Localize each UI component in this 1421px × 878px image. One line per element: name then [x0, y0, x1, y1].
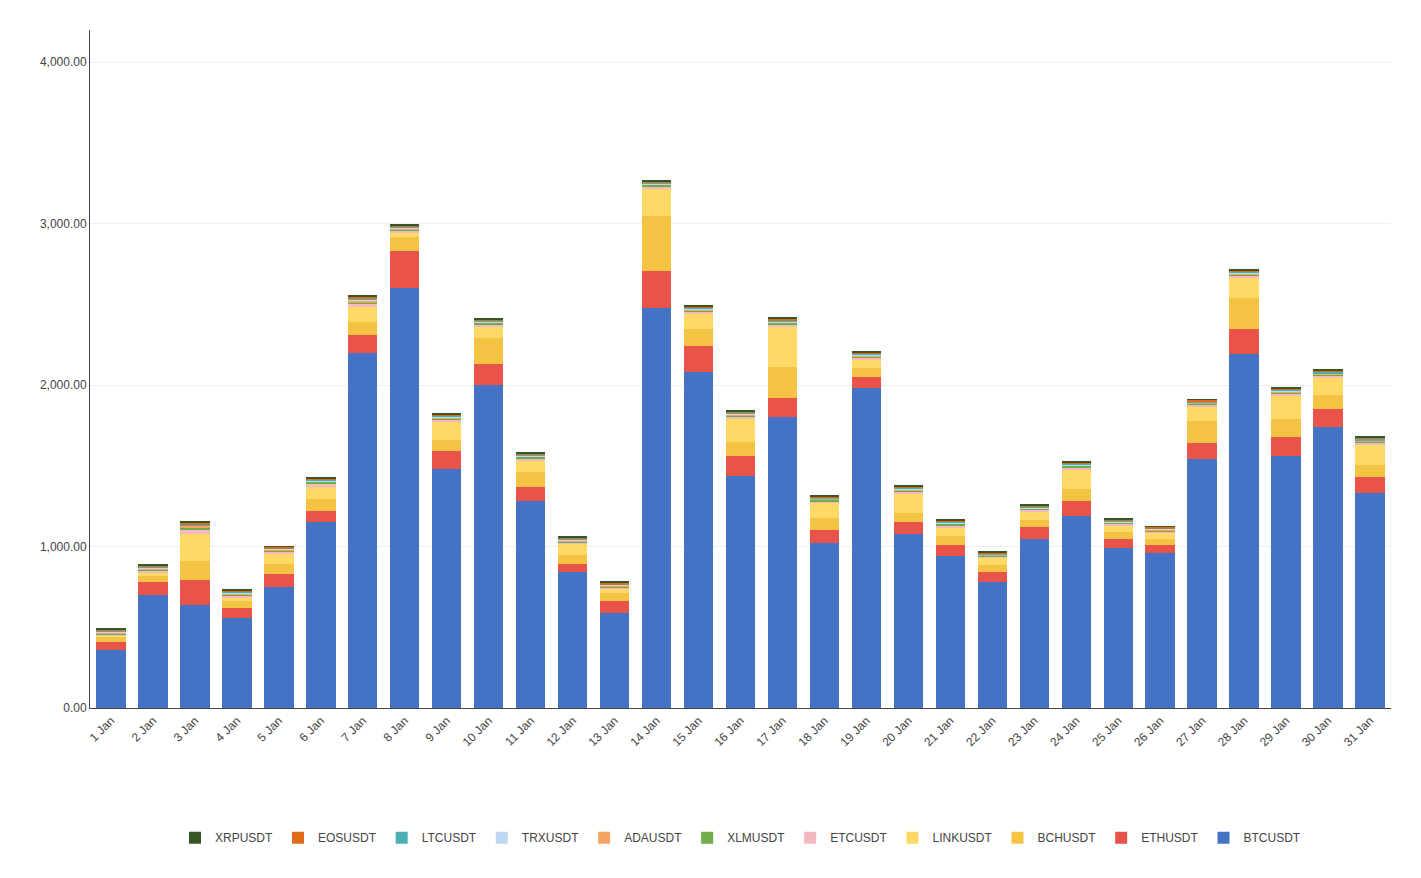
- svg-text:LINKUSDT: LINKUSDT: [932, 831, 992, 845]
- svg-text:14 Jan: 14 Jan: [628, 714, 663, 749]
- svg-text:ETHUSDT: ETHUSDT: [1141, 831, 1198, 845]
- svg-text:31 Jan: 31 Jan: [1341, 714, 1376, 749]
- svg-text:10 Jan: 10 Jan: [460, 714, 495, 749]
- svg-text:ETCUSDT: ETCUSDT: [830, 831, 887, 845]
- svg-text:13 Jan: 13 Jan: [586, 714, 621, 749]
- svg-text:EOSUSDT: EOSUSDT: [318, 831, 377, 845]
- svg-text:26 Jan: 26 Jan: [1131, 714, 1166, 749]
- svg-text:27 Jan: 27 Jan: [1173, 714, 1208, 749]
- svg-text:ADAUSDT: ADAUSDT: [624, 831, 682, 845]
- svg-text:30 Jan: 30 Jan: [1299, 714, 1334, 749]
- svg-text:3,000.00: 3,000.00: [40, 217, 87, 231]
- svg-text:21 Jan: 21 Jan: [921, 714, 956, 749]
- svg-text:XRPUSDT: XRPUSDT: [215, 831, 273, 845]
- svg-text:0.00: 0.00: [63, 701, 87, 715]
- svg-text:25 Jan: 25 Jan: [1089, 714, 1124, 749]
- svg-text:XLMUSDT: XLMUSDT: [727, 831, 785, 845]
- svg-text:BCHUSDT: BCHUSDT: [1038, 831, 1097, 845]
- svg-text:11 Jan: 11 Jan: [502, 714, 537, 749]
- svg-text:3 Jan: 3 Jan: [171, 714, 202, 745]
- svg-text:6 Jan: 6 Jan: [297, 714, 328, 745]
- svg-text:5 Jan: 5 Jan: [255, 714, 286, 745]
- svg-text:9 Jan: 9 Jan: [422, 714, 453, 745]
- svg-text:LTCUSDT: LTCUSDT: [422, 831, 477, 845]
- svg-text:BTCUSDT: BTCUSDT: [1244, 831, 1301, 845]
- svg-text:18 Jan: 18 Jan: [795, 714, 830, 749]
- svg-text:1,000.00: 1,000.00: [40, 540, 87, 554]
- svg-text:20 Jan: 20 Jan: [879, 714, 914, 749]
- svg-text:12 Jan: 12 Jan: [544, 714, 579, 749]
- svg-text:8 Jan: 8 Jan: [380, 714, 411, 745]
- svg-text:23 Jan: 23 Jan: [1005, 714, 1040, 749]
- svg-text:2 Jan: 2 Jan: [129, 714, 160, 745]
- svg-text:TRXUSDT: TRXUSDT: [522, 831, 579, 845]
- svg-text:7 Jan: 7 Jan: [338, 714, 369, 745]
- svg-text:15 Jan: 15 Jan: [670, 714, 705, 749]
- svg-text:17 Jan: 17 Jan: [753, 714, 788, 749]
- svg-text:24 Jan: 24 Jan: [1047, 714, 1082, 749]
- svg-text:22 Jan: 22 Jan: [963, 714, 998, 749]
- svg-text:2,000.00: 2,000.00: [40, 378, 87, 392]
- svg-text:28 Jan: 28 Jan: [1215, 714, 1250, 749]
- svg-text:29 Jan: 29 Jan: [1257, 714, 1292, 749]
- svg-text:16 Jan: 16 Jan: [711, 714, 746, 749]
- svg-text:19 Jan: 19 Jan: [837, 714, 872, 749]
- svg-text:1 Jan: 1 Jan: [87, 714, 118, 745]
- svg-text:4,000.00: 4,000.00: [40, 55, 87, 69]
- svg-text:4 Jan: 4 Jan: [213, 714, 244, 745]
